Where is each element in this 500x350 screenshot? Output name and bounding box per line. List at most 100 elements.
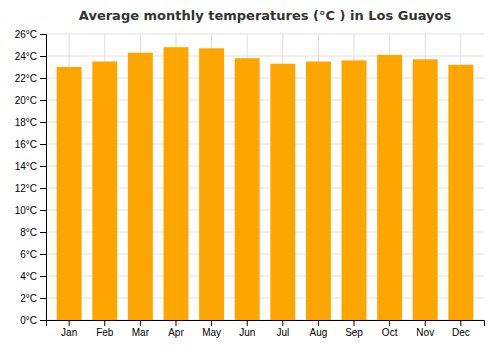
y-tick: 24°C: [15, 51, 46, 62]
y-tick-mark: [40, 210, 46, 211]
x-tick-mark: [140, 320, 141, 326]
x-tick-label: Feb: [96, 327, 114, 338]
x-tick: Jul: [276, 320, 289, 338]
x-tick-mark: [247, 320, 248, 326]
x-tick-label: Sep: [345, 327, 363, 338]
y-tick-label: 10°C: [15, 205, 37, 216]
y-tick-label: 12°C: [15, 183, 37, 194]
y-tick-label: 0°C: [20, 315, 37, 326]
bar: [92, 62, 117, 321]
bar: [448, 65, 473, 320]
x-axis-line: [47, 321, 485, 327]
x-tick-mark: [282, 320, 283, 326]
x-tick-mark: [104, 320, 105, 326]
x-tick-mark: [318, 320, 319, 326]
bar: [164, 47, 189, 320]
x-tick-mark: [389, 320, 390, 326]
y-tick-label: 18°C: [15, 117, 37, 128]
x-tick-mark: [69, 320, 70, 326]
title: Average monthly temperatures (°C ) in Lo…: [79, 8, 452, 23]
y-tick: 8°C: [20, 227, 46, 238]
y-tick: 26°C: [15, 29, 46, 40]
x-tick-label: Oct: [382, 327, 398, 338]
x-tick-label: Jul: [276, 327, 289, 338]
y-tick: 0°C: [20, 315, 46, 326]
grid: [46, 34, 484, 320]
y-tick: 2°C: [20, 293, 46, 304]
y-tick-mark: [40, 56, 46, 57]
x-tick: Sep: [345, 320, 363, 338]
x-tick-label: Nov: [416, 327, 434, 338]
x-tick: Aug: [310, 320, 328, 338]
x-tick-label: Jan: [61, 327, 77, 338]
y-tick-mark: [40, 254, 46, 255]
x-tick-label: Jun: [239, 327, 255, 338]
x-tick: Jan: [61, 320, 77, 338]
x-tick-mark: [425, 320, 426, 326]
y-tick-mark: [40, 144, 46, 145]
y-tick: 16°C: [15, 139, 46, 150]
y-tick-mark: [40, 276, 46, 277]
x-tick: Apr: [168, 320, 184, 338]
x-tick: Dec: [452, 320, 470, 338]
y-tick: 20°C: [15, 95, 46, 106]
y-tick: 6°C: [20, 249, 46, 260]
x-tick-mark: [175, 320, 176, 326]
x-tick: May: [202, 320, 221, 338]
x-tick: Mar: [132, 320, 150, 338]
y-tick-mark: [40, 320, 46, 321]
y-tick-label: 26°C: [15, 29, 37, 40]
y-tick-mark: [40, 100, 46, 101]
y-tick-mark: [40, 188, 46, 189]
y-tick-mark: [40, 166, 46, 167]
y-tick-label: 14°C: [15, 161, 37, 172]
x-axis: Jan Feb Mar Apr May Jun Jul Aug Sep Oct Nov Dec: [47, 320, 485, 338]
bar: [377, 55, 402, 320]
x-tick-label: Apr: [168, 327, 184, 338]
x-tick-label: Mar: [132, 327, 150, 338]
bars: [57, 47, 474, 320]
y-tick: 22°C: [15, 73, 46, 84]
x-tick-label: Dec: [452, 327, 470, 338]
x-tick-mark: [460, 320, 461, 326]
y-tick: 4°C: [20, 271, 46, 282]
bar: [235, 58, 260, 320]
y-tick-mark: [40, 232, 46, 233]
y-tick: 12°C: [15, 183, 46, 194]
y-tick-label: 24°C: [15, 51, 37, 62]
y-tick-mark: [40, 122, 46, 123]
y-tick: 14°C: [15, 161, 46, 172]
x-tick: Jun: [239, 320, 255, 338]
y-tick-mark: [40, 34, 46, 35]
grid-line: [46, 34, 484, 35]
x-tick-mark: [354, 320, 355, 326]
y-tick-label: 20°C: [15, 95, 37, 106]
y-tick-label: 4°C: [20, 271, 37, 282]
y-tick-label: 8°C: [20, 227, 37, 238]
x-tick: Feb: [96, 320, 114, 338]
chart: 0°C 2°C 4°C 6°C 8°C 10°C 12°C 14°C 16°C 18°C 20°C 2…: [0, 0, 500, 350]
bar: [270, 64, 295, 320]
y-tick: 18°C: [15, 117, 46, 128]
y-tick: 10°C: [15, 205, 46, 216]
grid-line: [46, 56, 484, 57]
y-axis-line: [40, 35, 47, 321]
x-tick: Oct: [382, 320, 398, 338]
bar: [57, 67, 82, 320]
plot: 0°C 2°C 4°C 6°C 8°C 10°C 12°C 14°C 16°C 18°C 20°C 2…: [15, 29, 485, 338]
bar: [342, 60, 367, 320]
y-tick-mark: [40, 78, 46, 79]
y-tick-label: 22°C: [15, 73, 37, 84]
x-tick-mark: [211, 320, 212, 326]
x-tick-label: Aug: [310, 327, 328, 338]
bar: [413, 59, 438, 320]
y-tick-label: 2°C: [20, 293, 37, 304]
x-tick: Nov: [416, 320, 434, 338]
y-tick-mark: [40, 298, 46, 299]
bar: [306, 62, 331, 321]
bar: [199, 48, 224, 320]
y-tick-label: 6°C: [20, 249, 37, 260]
y-axis: 0°C 2°C 4°C 6°C 8°C 10°C 12°C 14°C 16°C 18°C 20°C 2…: [15, 29, 47, 326]
bar: [128, 53, 153, 320]
y-tick-label: 16°C: [15, 139, 37, 150]
